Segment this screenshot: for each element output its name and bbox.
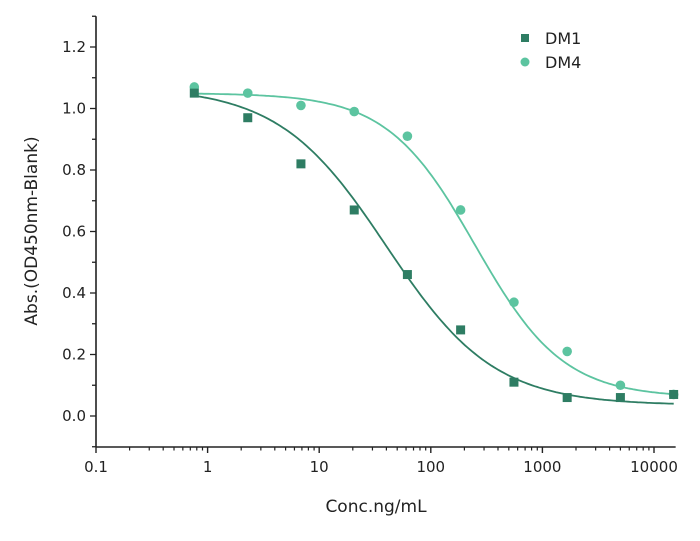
data-point-dm4 (615, 380, 626, 391)
y-tick-label: 0.6 (62, 223, 86, 241)
y-tick-label: 0.8 (62, 161, 86, 179)
data-point-dm1 (349, 205, 359, 215)
data-point-dm1 (402, 270, 412, 280)
data-point-dm1 (296, 159, 306, 169)
data-point-dm1 (509, 377, 519, 387)
fit-curve-dm4 (194, 92, 674, 396)
y-tick-label: 1.0 (62, 100, 86, 118)
x-axis-label: Conc.ng/mL (325, 497, 427, 517)
data-point-dm1 (243, 113, 253, 123)
fit-curve-dm1 (194, 94, 674, 405)
data-point-dm4 (402, 131, 413, 141)
y-tick-label: 0.0 (62, 407, 86, 425)
data-point-dm4 (349, 106, 360, 117)
legend-marker-dm1 (521, 34, 529, 42)
data-point-dm4 (242, 88, 253, 98)
y-axis-label: Abs.(OD450nm-Blank) (22, 136, 42, 325)
data-point-dm4 (296, 100, 306, 111)
x-tick-label: 10 (310, 458, 329, 476)
y-tick-label: 0.4 (62, 284, 86, 302)
legend: DM1 DM4 (520, 29, 581, 72)
data-point-dm1 (615, 393, 625, 403)
y-tick-label: 0.2 (62, 346, 86, 364)
data-point-dm1 (669, 389, 679, 399)
x-tick-label: 0.1 (84, 458, 108, 476)
data-point-dm1 (189, 88, 199, 98)
data-point-dm4 (509, 297, 519, 308)
data-points (189, 82, 679, 403)
legend-marker-dm4 (520, 57, 530, 67)
x-tick-label: 10000 (630, 458, 678, 476)
legend-label-dm1: DM1 (545, 29, 581, 48)
data-point-dm4 (455, 205, 466, 215)
data-point-dm4 (562, 346, 572, 357)
axes: 0.1 1 10 100 1000 10000 0.0 0.2 0.4 0.6 0.8 1.0 1.2 (62, 15, 678, 476)
x-tick-label: 100 (416, 458, 445, 476)
x-tick-label: 1000 (523, 458, 561, 476)
legend-label-dm4: DM4 (545, 53, 581, 72)
fit-curves (194, 92, 674, 405)
x-tick-label: 1 (203, 458, 213, 476)
y-tick-label: 1.2 (62, 38, 86, 56)
data-point-dm1 (562, 393, 572, 403)
data-point-dm1 (456, 325, 466, 335)
